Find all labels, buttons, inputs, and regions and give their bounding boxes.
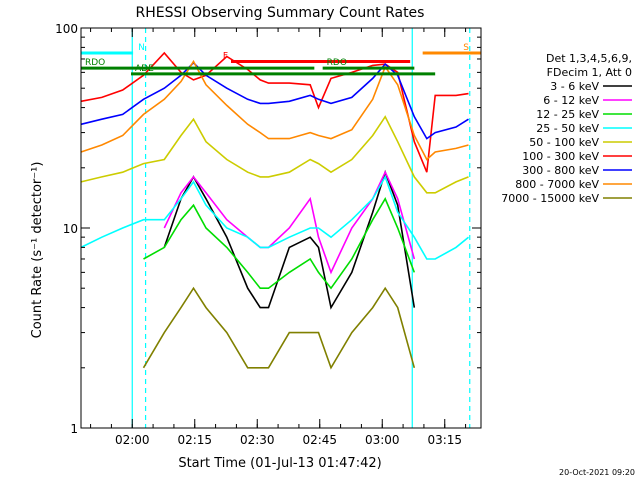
legend-label-8: 800 - 7000 keV — [515, 178, 599, 191]
series-line-3 — [143, 197, 416, 290]
axes: 1 10 100 02:00 02:15 02:30 02:45 03:00 03:15 — [55, 22, 482, 447]
status-bar-label-5: RDO — [327, 58, 347, 68]
x-tick-label: 02:15 — [177, 433, 212, 447]
x-tick-label: 03:15 — [427, 433, 462, 447]
legend-label-6: 100 - 300 keV — [522, 150, 599, 163]
y-tick-label: 1 — [70, 422, 78, 436]
legend-label-3: 12 - 25 keV — [536, 108, 599, 121]
plot-frame — [80, 27, 482, 429]
legend-label-2: 6 - 12 keV — [543, 94, 599, 107]
legend-header-line-1: Det 1,3,4,5,6,9, — [546, 52, 632, 65]
y-axis-label: Count Rate (s⁻¹ detector⁻¹) — [30, 162, 45, 339]
legend-label-1: 3 - 6 keV — [550, 80, 599, 93]
status-bar-label-2: S — [463, 43, 469, 53]
x-tick-label: 02:00 — [115, 433, 150, 447]
y-tick-label: 100 — [55, 22, 78, 36]
generation-timestamp: 20-Oct-2021 09:20 — [559, 468, 635, 477]
status-bar-label-4: RDO — [85, 58, 105, 68]
series-line-5 — [80, 115, 469, 194]
legend: Det 1,3,4,5,6,9, FDecim 1, Att 0 3 - 6 k… — [501, 52, 632, 205]
legend-label-9: 7000 - 15000 keV — [501, 192, 599, 205]
series-line-4 — [80, 174, 470, 260]
legend-header-line-2: FDecim 1, Att 0 — [547, 66, 632, 79]
series-line-8 — [80, 59, 469, 161]
series-line-2 — [163, 170, 416, 275]
series-line-9 — [142, 286, 416, 370]
chart-title: RHESSI Observing Summary Count Rates — [136, 5, 425, 21]
status-bar-label-3: F — [223, 51, 228, 61]
status-bar-label-6: ADE — [135, 64, 154, 74]
x-tick-label: 02:30 — [240, 433, 275, 447]
series-line-7 — [80, 61, 469, 140]
legend-label-5: 50 - 100 keV — [529, 136, 599, 149]
y-tick-label: 10 — [63, 222, 78, 236]
series-line-1 — [163, 169, 416, 310]
x-axis-label: Start Time (01-Jul-13 01:47:42) — [178, 456, 381, 471]
plot-area: N S F RDO RDO ADE — [80, 28, 481, 428]
x-tick-label: 02:45 — [302, 433, 337, 447]
x-tick-label: 03:00 — [365, 433, 400, 447]
status-bar-label-1: N — [138, 43, 145, 53]
legend-label-4: 25 - 50 keV — [536, 122, 599, 135]
legend-label-7: 300 - 800 keV — [522, 164, 599, 177]
series-line-6 — [80, 51, 469, 173]
